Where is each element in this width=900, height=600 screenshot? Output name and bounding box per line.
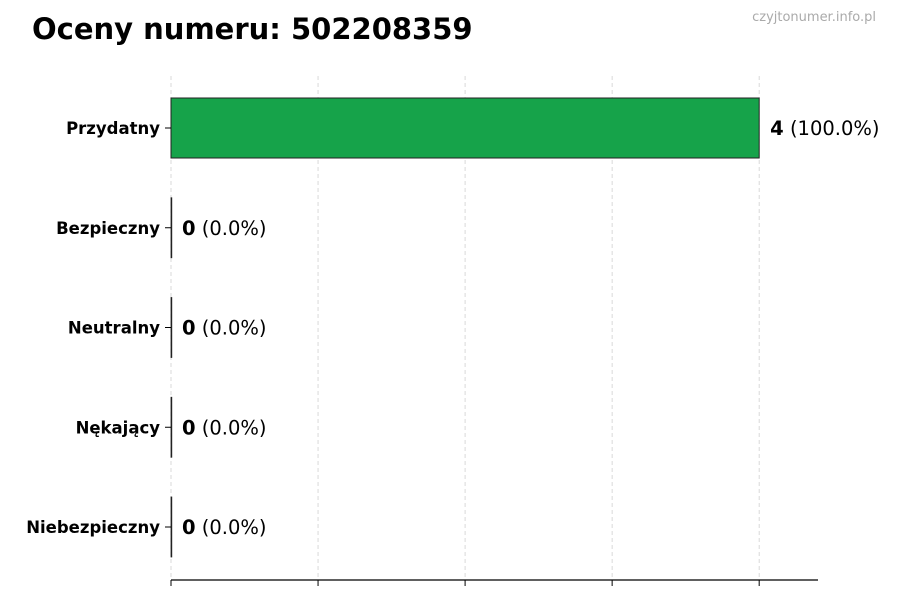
watermark: czyjtonumer.info.pl [752,10,876,25]
bar [170,197,173,259]
bar [170,396,173,458]
data-label-count: 0 [182,317,196,340]
data-label-count: 0 [182,516,196,539]
data-label: 0 (0.0%) [182,317,267,340]
bar [170,297,173,358]
data-label-percent: (0.0%) [196,416,267,439]
data-label: 4 (100.0%) [770,117,879,140]
chart-title: Oceny numeru: 502208359 [32,12,473,46]
data-label-percent: (0.0%) [196,317,267,340]
data-label: 0 (0.0%) [182,217,267,240]
data-label-percent: (0.0%) [196,217,267,240]
y-tick-label: Niebezpieczny [26,518,160,537]
y-tick-label: Bezpieczny [56,219,160,238]
data-label-percent: (0.0%) [196,516,267,539]
data-label-count: 0 [182,217,196,240]
y-tick-label: Nękający [76,418,161,437]
data-label-count: 4 [770,117,784,140]
bar [170,496,173,558]
data-label: 0 (0.0%) [182,516,267,539]
data-label-percent: (100.0%) [784,117,880,140]
y-tick-label: Neutralny [68,319,160,338]
bar [170,97,760,159]
data-label-count: 0 [182,416,196,439]
y-tick-label: Przydatny [66,119,160,138]
data-label: 0 (0.0%) [182,416,267,439]
